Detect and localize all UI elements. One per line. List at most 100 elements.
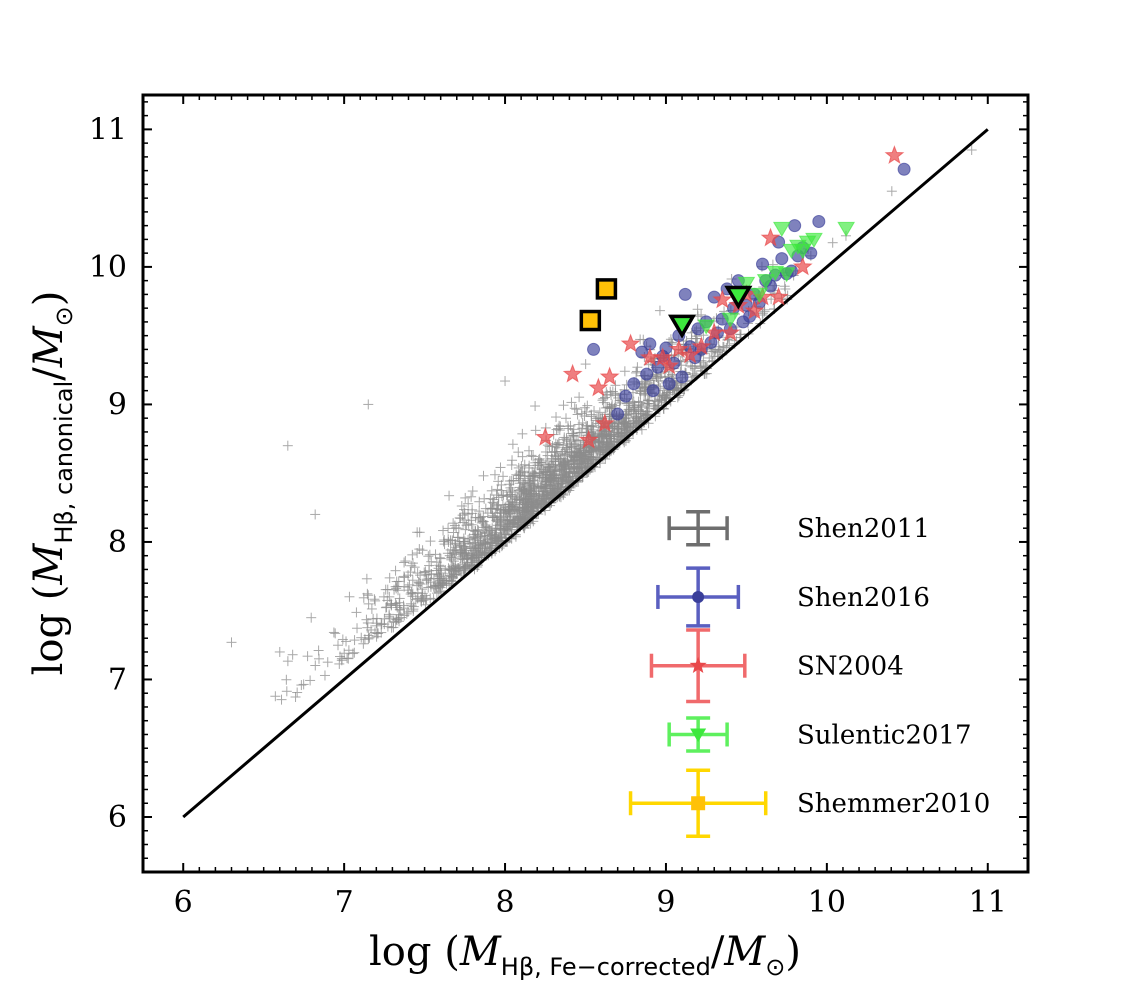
shen2011-point bbox=[425, 581, 436, 592]
shen2011-point bbox=[366, 603, 377, 614]
shen2011-point bbox=[407, 549, 418, 560]
shen2011-point bbox=[446, 576, 457, 587]
shen2011-point bbox=[478, 522, 489, 533]
shen2011-point bbox=[405, 588, 416, 599]
shen2011-point bbox=[290, 692, 301, 703]
shen2011-point bbox=[449, 539, 460, 550]
shen2011-point bbox=[576, 427, 587, 438]
shen2011-point bbox=[302, 651, 313, 662]
shen2011-point bbox=[488, 494, 499, 505]
shen2011-point bbox=[443, 523, 454, 534]
shen2011-point bbox=[631, 367, 642, 378]
shen2011-point bbox=[780, 284, 791, 295]
shen2011-point bbox=[479, 493, 490, 504]
shen2011-point bbox=[487, 497, 498, 508]
shen2011-point bbox=[581, 406, 592, 417]
shen2011-point bbox=[443, 534, 454, 545]
shen2011-point bbox=[379, 619, 390, 630]
shen2011-point bbox=[568, 428, 579, 439]
shen2011-point bbox=[493, 492, 504, 503]
shen2011-point bbox=[779, 281, 790, 292]
shen2011-point bbox=[342, 653, 353, 664]
shen2011-point bbox=[517, 451, 528, 462]
shen2011-point bbox=[435, 582, 446, 593]
shen2011-point bbox=[634, 385, 645, 396]
shen2011-point bbox=[404, 579, 415, 590]
shen2011-point bbox=[478, 470, 489, 481]
shen2011-point bbox=[687, 361, 698, 372]
shen2011-point bbox=[479, 549, 490, 560]
shen2011-point bbox=[505, 521, 516, 532]
shen2011-point bbox=[653, 375, 664, 386]
shen2011-point bbox=[399, 610, 410, 621]
shen2011-point bbox=[475, 535, 486, 546]
shen2011-point bbox=[298, 679, 309, 690]
shen2011-point bbox=[398, 571, 409, 582]
shen2011-point bbox=[478, 511, 489, 522]
shen2011-point bbox=[559, 432, 570, 443]
shen2011-point bbox=[714, 344, 725, 355]
shen2011-point bbox=[431, 588, 442, 599]
shen2011-point bbox=[417, 588, 428, 599]
shen2011-point bbox=[516, 492, 527, 503]
shen2011-point bbox=[454, 536, 465, 547]
shen2011-point bbox=[759, 306, 770, 317]
shen2011-point bbox=[328, 627, 339, 638]
shen2011-point bbox=[423, 582, 434, 593]
shen2011-point bbox=[344, 591, 355, 602]
shen2011-point bbox=[498, 471, 509, 482]
shen2011-point bbox=[364, 632, 375, 643]
shen2011-point bbox=[391, 583, 402, 594]
shen2011-point bbox=[585, 426, 596, 437]
shen2011-point bbox=[421, 575, 432, 586]
shen2011-point bbox=[631, 366, 642, 377]
shen2011-point bbox=[715, 346, 726, 357]
shen2011-point bbox=[380, 602, 391, 613]
shen2011-point bbox=[473, 540, 484, 551]
shen2011-point bbox=[341, 636, 352, 647]
shen2011-point bbox=[459, 508, 470, 519]
shen2011-point bbox=[369, 594, 380, 605]
shen2011-point bbox=[520, 479, 531, 490]
shen2011-point bbox=[413, 577, 424, 588]
shen2011-point bbox=[425, 536, 436, 547]
shen2011-point bbox=[594, 407, 605, 418]
shen2011-point bbox=[361, 573, 372, 584]
shen2011-point bbox=[412, 568, 423, 579]
shen2011-point bbox=[619, 366, 630, 377]
shen2011-point bbox=[391, 576, 402, 587]
shen2011-point bbox=[281, 686, 292, 697]
shen2011-point bbox=[515, 470, 526, 481]
shen2011-point bbox=[352, 623, 363, 634]
shen2011-point bbox=[517, 477, 528, 488]
shen2011-point bbox=[370, 595, 381, 606]
shen2011-point bbox=[361, 614, 372, 625]
shen2011-point bbox=[384, 611, 395, 622]
shen2011-point bbox=[572, 409, 583, 420]
shen2011-point bbox=[466, 519, 477, 530]
shen2011-point bbox=[296, 680, 307, 691]
shen2011-point bbox=[438, 525, 449, 536]
shen2011-point bbox=[313, 645, 324, 656]
shen2011-point bbox=[282, 656, 293, 667]
shen2011-point bbox=[305, 675, 316, 686]
shen2011-point bbox=[292, 687, 303, 698]
shen2011-point bbox=[510, 490, 521, 501]
shen2011-point bbox=[496, 531, 507, 542]
shen2011-point bbox=[371, 613, 382, 624]
shen2011-point bbox=[463, 498, 474, 509]
shen2011-point bbox=[358, 638, 369, 649]
shen2011-point bbox=[513, 447, 524, 458]
shen2011-point bbox=[270, 691, 281, 702]
shen2011-point bbox=[412, 548, 423, 559]
shen2011-point bbox=[414, 527, 425, 538]
shen2011-point bbox=[467, 486, 478, 497]
shen2011-point bbox=[447, 561, 458, 572]
shen2011-point bbox=[551, 442, 562, 453]
shen2011-point bbox=[530, 401, 541, 412]
shen2011-point bbox=[562, 442, 573, 453]
shen2011-point bbox=[474, 506, 485, 517]
shen2011-point bbox=[491, 490, 502, 501]
shen2011-point bbox=[489, 469, 500, 480]
shen2011-point bbox=[616, 428, 627, 439]
